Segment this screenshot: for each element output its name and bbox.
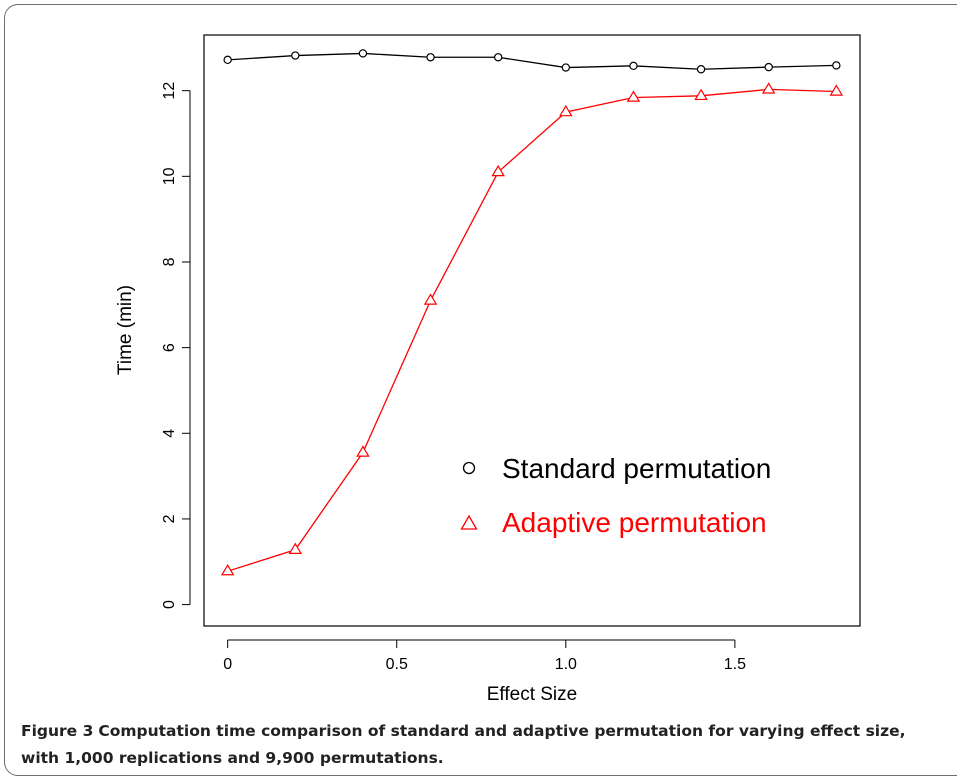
plot-area-border — [203, 34, 861, 627]
standard-data-point — [696, 65, 706, 74]
legend-adaptive-triangle-marker — [460, 514, 478, 530]
legend-standard-label: Standard permutation — [502, 453, 771, 484]
adaptive-data-point — [356, 445, 370, 457]
x-tick-label: 0.5 — [386, 656, 408, 673]
adaptive-data-point — [761, 82, 776, 94]
standard-data-point — [358, 49, 368, 58]
standard-data-point — [223, 55, 232, 65]
y-tick-label: 8 — [161, 257, 178, 266]
caption-label: Figure 3 — [21, 722, 94, 740]
adaptive-data-point — [694, 88, 708, 101]
adaptive-data-point — [559, 104, 573, 117]
adaptive-series-line — [227, 88, 837, 572]
standard-data-point — [493, 53, 503, 62]
y-tick-label: 4 — [161, 429, 178, 438]
y-tick-label: 10 — [161, 167, 178, 185]
figure-caption: Figure 3 Computation time comparison of … — [21, 718, 941, 772]
y-axis-title: Time (min) — [115, 285, 136, 375]
figure-frame — [4, 4, 957, 776]
adaptive-data-point — [220, 564, 235, 576]
y-tick-label: 2 — [161, 514, 178, 523]
legend: Standard permutation Adaptive permutatio… — [460, 453, 771, 538]
series-layer — [220, 49, 844, 576]
y-tick-label: 12 — [161, 82, 178, 100]
x-tick-label: 0 — [223, 656, 232, 673]
standard-data-point — [561, 63, 571, 72]
x-tick-label: 1.5 — [724, 656, 746, 673]
adaptive-data-point — [423, 293, 438, 305]
y-tick-label: 6 — [161, 343, 178, 352]
standard-data-point — [426, 53, 435, 62]
caption-text: Computation time comparison of standard … — [21, 722, 906, 767]
standard-data-point — [764, 62, 773, 72]
adaptive-data-point — [626, 90, 641, 102]
y-tick-label: 0 — [161, 600, 178, 609]
standard-data-point — [832, 61, 841, 70]
line-chart: 0 0.5 1.0 1.5 0 2 4 6 8 10 12 Effect Size Time (m… — [115, 34, 861, 705]
adaptive-data-point — [288, 542, 303, 554]
standard-data-point — [291, 51, 300, 60]
standard-series-line — [227, 52, 837, 70]
adaptive-data-point — [829, 84, 844, 96]
legend-standard-circle-marker — [462, 461, 476, 475]
y-axis: 0 2 4 6 8 10 12 — [161, 82, 191, 609]
standard-data-point — [629, 61, 638, 71]
x-axis: 0 0.5 1.0 1.5 — [223, 639, 746, 673]
legend-adaptive-label: Adaptive permutation — [502, 507, 767, 538]
x-axis-title: Effect Size — [487, 684, 577, 705]
adaptive-data-point — [491, 164, 505, 177]
x-tick-label: 1.0 — [555, 656, 577, 673]
